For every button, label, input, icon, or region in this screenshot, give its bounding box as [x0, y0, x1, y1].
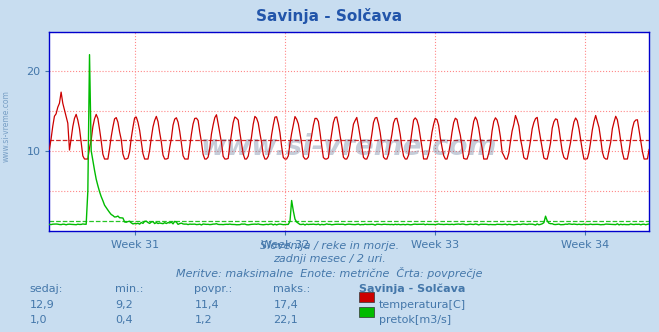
Text: temperatura[C]: temperatura[C] [379, 300, 466, 310]
Text: 17,4: 17,4 [273, 300, 299, 310]
Text: 9,2: 9,2 [115, 300, 133, 310]
Text: Meritve: maksimalne  Enote: metrične  Črta: povprečje: Meritve: maksimalne Enote: metrične Črta… [176, 267, 483, 279]
Text: Slovenija / reke in morje.: Slovenija / reke in morje. [260, 241, 399, 251]
Text: pretok[m3/s]: pretok[m3/s] [379, 315, 451, 325]
Text: zadnji mesec / 2 uri.: zadnji mesec / 2 uri. [273, 254, 386, 264]
Text: 1,0: 1,0 [30, 315, 47, 325]
Text: sedaj:: sedaj: [30, 284, 63, 294]
Text: povpr.:: povpr.: [194, 284, 233, 294]
Text: maks.:: maks.: [273, 284, 311, 294]
Text: Savinja - Solčava: Savinja - Solčava [256, 8, 403, 24]
Text: www.si-vreme.com: www.si-vreme.com [2, 90, 11, 162]
Text: 22,1: 22,1 [273, 315, 299, 325]
Text: Savinja - Solčava: Savinja - Solčava [359, 284, 465, 294]
Text: 1,2: 1,2 [194, 315, 212, 325]
Text: www.si-vreme.com: www.si-vreme.com [201, 133, 498, 161]
Text: 0,4: 0,4 [115, 315, 133, 325]
Text: 11,4: 11,4 [194, 300, 219, 310]
Text: min.:: min.: [115, 284, 144, 294]
Text: 12,9: 12,9 [30, 300, 55, 310]
